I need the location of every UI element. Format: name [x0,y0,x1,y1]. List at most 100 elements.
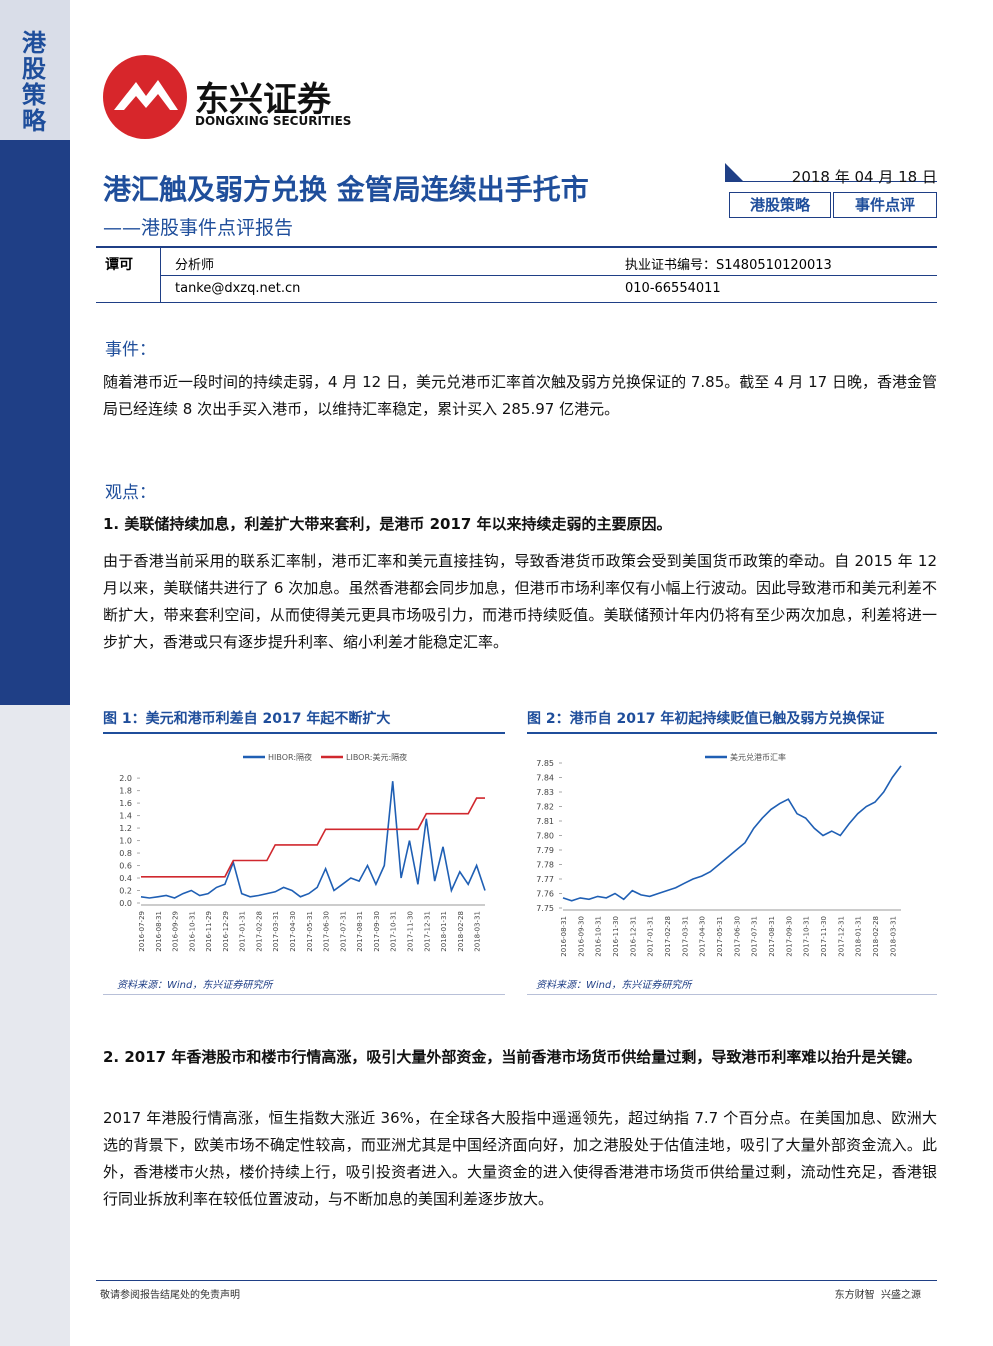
series-line [140,781,486,899]
x-tick-label: 2017-07-31 [339,911,347,952]
point-heading: 2. 2017 年香港股市和楼市行情高涨，吸引大量外部资金，当前香港市场货币供给… [103,1048,922,1066]
x-tick-label: 2017-08-31 [356,911,364,952]
figure-source: 资料来源：Wind，东兴证券研究所 [117,980,273,991]
x-tick-label: 2017-10-31 [803,916,811,957]
y-tick-label: 7.75 [536,904,554,913]
analyst-phone: 010-66554011 [625,281,721,296]
x-tick-label: 2017-11-30 [406,911,414,952]
date-corner [725,163,743,181]
y-tick-label: 7.85 [536,759,554,768]
x-tick-label: 2018-02-28 [872,916,880,957]
y-tick-label: 7.78 [536,861,554,870]
section-heading: 观点： [105,483,156,503]
sidebar-band [0,140,70,705]
x-tick-label: 2017-02-28 [255,911,263,952]
figure-rule [103,994,505,995]
logo-mark [103,55,187,139]
footer-right: 东方财智 兴盛之源 [834,1290,921,1301]
x-tick-label: 2017-01-31 [239,911,247,952]
x-tick-label: 2017-10-31 [390,911,398,952]
chart: 0.0 0.2 0.4 0.6 0.8 1.0 1.2 1.4 1.6 1.8 2.0 2016-07… [119,752,486,952]
legend-label: HIBOR:隔夜 [268,752,312,762]
analyst-email: tanke@dxzq.net.cn [175,281,301,296]
x-tick-label: 2017-02-28 [664,916,672,957]
x-tick-label: 2017-08-31 [768,916,776,957]
logo-cn: 东兴证券 [195,80,331,120]
x-tick-label: 2017-03-31 [272,911,280,952]
table-rule [96,246,937,248]
x-tick-label: 2018-01-31 [440,911,448,952]
y-tick-label: 1.8 [119,787,132,796]
x-tick-label: 2016-11-29 [205,911,213,952]
x-tick-label: 2017-12-31 [423,911,431,952]
figure-rule [527,994,937,995]
section-heading: 事件： [105,340,156,360]
y-tick-label: 0.8 [119,849,132,858]
tag: 港股策略 [729,192,831,218]
y-tick-label: 0.0 [119,899,132,908]
figure-caption: 图 1：美元和港币利差自 2017 年起不断扩大 [103,708,505,734]
sidebar-bottom [0,705,70,1346]
point-heading: 1. 美联储持续加息，利差扩大带来套利，是港币 2017 年以来持续走弱的主要原… [103,515,672,533]
analyst-role: 分析师 [175,258,215,273]
figure-source: 资料来源：Wind，东兴证券研究所 [536,980,692,991]
x-tick-label: 2017-04-30 [699,916,707,957]
table-rule [160,275,937,276]
legend-label: 美元兑港币汇率 [730,752,786,762]
report-date: 2018 年 04 月 18 日 [791,168,937,186]
x-tick-label: 2017-11-30 [820,916,828,957]
y-tick-label: 7.81 [536,817,554,826]
y-tick-label: 1.6 [119,799,132,808]
sidebar-top [0,0,70,140]
figure-caption: 图 2：港币自 2017 年初起持续贬值已触及弱方兑换保证 [527,708,937,734]
x-tick-label: 2017-07-31 [751,916,759,957]
legend-label: LIBOR:美元:隔夜 [346,752,407,762]
x-tick-label: 2016-08-31 [560,916,568,957]
footer-left: 敬请参阅报告结尾处的免责声明 [100,1290,240,1301]
x-tick-label: 2017-12-31 [837,916,845,957]
x-tick-label: 2016-09-30 [577,916,585,957]
y-tick-label: 7.80 [536,832,554,841]
x-tick-label: 2016-12-29 [222,911,230,952]
x-tick-label: 2018-02-28 [457,911,465,952]
sidebar-label: 港股策略 [22,29,46,135]
table-rule [96,302,937,303]
y-tick-label: 0.6 [119,862,132,871]
x-tick-label: 2016-10-31 [595,916,603,957]
x-tick-label: 2017-09-30 [373,911,381,952]
x-tick-label: 2017-01-31 [647,916,655,957]
x-tick-label: 2017-05-31 [306,911,314,952]
series-line [141,797,485,878]
chart: 7.75 7.76 7.77 7.78 7.79 7.80 7.81 7.82 7.83 7.84… [536,752,902,957]
y-tick-label: 2.0 [119,774,132,783]
y-tick-label: 0.4 [119,874,132,883]
footer-rule [96,1280,937,1281]
y-tick-label: 1.4 [119,812,132,821]
logo-en: DONGXING SECURITIES [195,114,352,128]
analyst-license: 执业证书编号：S1480510120013 [625,258,832,273]
title: 港汇触及弱方兑换 金管局连续出手托市 [103,173,589,206]
y-tick-label: 7.76 [536,890,554,899]
x-tick-label: 2016-08-31 [155,911,163,952]
x-tick-label: 2017-06-30 [323,911,331,952]
y-tick-label: 1.0 [119,837,132,846]
date-rule [725,181,937,182]
paragraph: 由于香港当前采用的联系汇率制，港币汇率和美元直接挂钩，导致香港货币政策会受到美国… [103,552,937,651]
x-tick-label: 2017-05-31 [716,916,724,957]
x-tick-label: 2018-03-31 [889,916,897,957]
x-tick-label: 2017-06-30 [733,916,741,957]
paragraph: 2017 年港股行情高涨，恒生指数大涨近 36%，在全球各大股指中遥遥领先，超过… [103,1109,937,1208]
subtitle: ——港股事件点评报告 [103,217,294,239]
x-tick-label: 2018-03-31 [474,911,482,952]
x-tick-label: 2017-03-31 [681,916,689,957]
y-tick-label: 0.2 [119,887,132,896]
x-tick-label: 2016-11-30 [612,916,620,957]
x-tick-label: 2017-09-30 [785,916,793,957]
analyst-name: 谭可 [105,257,133,273]
paragraph: 随着港币近一段时间的持续走弱，4 月 12 日，美元兑港币汇率首次触及弱方兑换保… [103,373,937,418]
series-line [562,765,902,902]
x-tick-label: 2016-12-31 [629,916,637,957]
y-tick-label: 7.84 [536,774,554,783]
table-divider [160,248,161,302]
